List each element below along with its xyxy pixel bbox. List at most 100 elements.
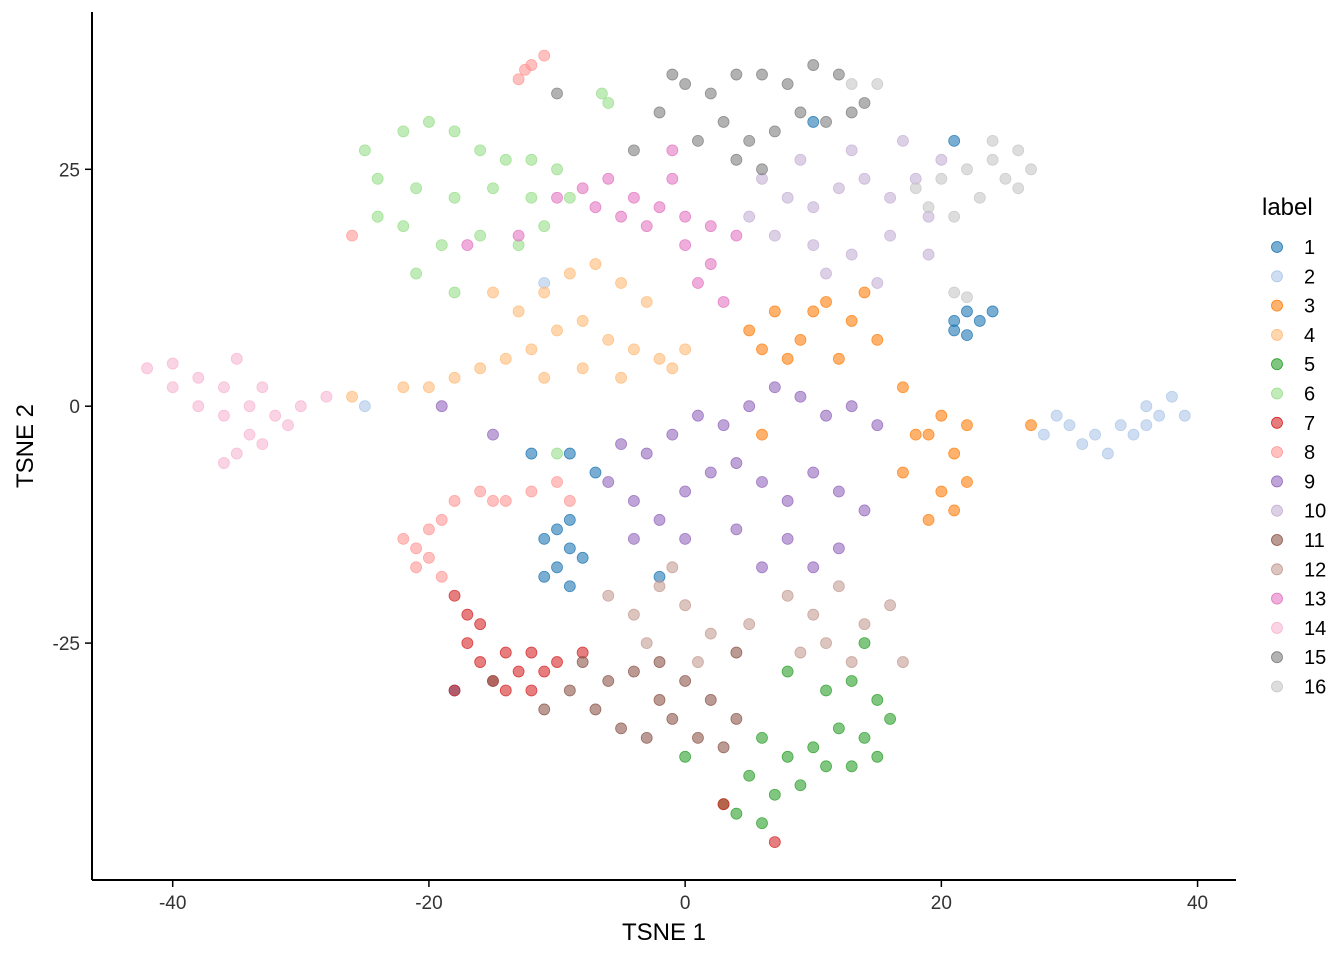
point-cluster-4	[666, 362, 679, 375]
point-cluster-9	[781, 532, 794, 545]
point-cluster-3	[897, 381, 909, 394]
point-cluster-12	[832, 580, 845, 593]
point-cluster-13	[602, 172, 615, 185]
legend-key-3	[1271, 299, 1283, 312]
point-cluster-9	[781, 495, 794, 507]
point-cluster-5	[781, 750, 794, 763]
point-cluster-4	[640, 296, 653, 308]
point-cluster-6	[448, 286, 461, 299]
point-cluster-1	[807, 116, 820, 128]
point-cluster-14	[256, 381, 269, 394]
legend-key-2	[1271, 270, 1283, 283]
x-tick-label: 40	[1187, 893, 1208, 914]
point-cluster-4	[602, 333, 615, 346]
point-cluster-14	[218, 409, 230, 422]
point-cluster-5	[730, 807, 743, 820]
point-cluster-8	[346, 229, 358, 242]
point-cluster-2	[358, 400, 371, 413]
y-tick-label: 0	[69, 397, 80, 418]
point-cluster-12	[704, 627, 717, 640]
point-cluster-7	[538, 665, 551, 678]
point-cluster-1	[961, 329, 973, 342]
point-cluster-11	[538, 703, 551, 716]
point-cluster-5	[858, 731, 871, 744]
legend-key-6	[1271, 387, 1283, 400]
point-cluster-5	[858, 637, 871, 650]
point-cluster-11	[730, 713, 743, 725]
point-cluster-6	[525, 191, 538, 204]
point-cluster-7	[717, 798, 730, 811]
point-cluster-10	[845, 144, 858, 157]
point-cluster-11	[576, 656, 589, 668]
point-cluster-8	[487, 495, 499, 507]
point-cluster-6	[371, 172, 384, 185]
point-cluster-11	[653, 656, 666, 668]
point-cluster-15	[756, 68, 768, 81]
point-cluster-11	[602, 675, 615, 687]
point-cluster-6	[410, 182, 423, 195]
point-cluster-1	[563, 580, 576, 593]
point-cluster-13	[666, 144, 679, 157]
point-cluster-3	[909, 428, 922, 441]
point-cluster-9	[666, 428, 679, 441]
point-cluster-1	[948, 324, 961, 337]
point-cluster-16	[1025, 163, 1037, 176]
point-cluster-9	[743, 400, 756, 413]
point-cluster-9	[692, 409, 704, 422]
point-cluster-9	[768, 381, 781, 394]
point-cluster-10	[884, 191, 897, 204]
point-cluster-4	[615, 277, 627, 289]
legend-label: 11	[1304, 530, 1325, 552]
point-cluster-16	[948, 210, 961, 223]
point-cluster-6	[358, 144, 371, 157]
point-cluster-9	[756, 561, 768, 574]
point-cluster-15	[666, 68, 679, 81]
point-cluster-9	[602, 476, 615, 488]
point-cluster-3	[935, 409, 948, 422]
point-cluster-4	[423, 381, 435, 394]
point-cluster-12	[640, 637, 653, 650]
point-cluster-10	[935, 153, 948, 166]
point-cluster-4	[397, 381, 410, 394]
point-cluster-13	[512, 229, 525, 242]
point-cluster-15	[756, 163, 768, 176]
point-cluster-11	[717, 741, 730, 754]
point-cluster-8	[410, 542, 423, 555]
point-cluster-11	[730, 646, 743, 659]
point-cluster-3	[922, 428, 935, 441]
x-tick-label: 0	[680, 893, 691, 914]
point-cluster-14	[230, 447, 243, 460]
y-axis-ticks: 25 0 -25	[53, 160, 92, 655]
point-cluster-10	[743, 210, 756, 223]
point-cluster-2	[1127, 428, 1140, 441]
point-cluster-10	[832, 182, 845, 195]
point-cluster-10	[807, 239, 820, 252]
point-cluster-13	[589, 201, 602, 214]
point-cluster-15	[730, 153, 743, 166]
point-cluster-15	[717, 116, 730, 128]
legend-label: 7	[1304, 413, 1315, 435]
point-cluster-2	[1050, 409, 1063, 422]
legend-label: 14	[1304, 618, 1326, 640]
point-cluster-2	[1166, 390, 1178, 403]
point-cluster-4	[538, 286, 551, 299]
point-cluster-15	[743, 134, 756, 147]
legend-key-9	[1271, 475, 1283, 488]
point-cluster-16	[973, 191, 986, 204]
point-cluster-4	[576, 362, 589, 375]
point-cluster-10	[897, 134, 909, 147]
point-cluster-4	[474, 362, 487, 375]
point-cluster-5	[781, 665, 794, 678]
legend-key-1	[1271, 241, 1283, 253]
point-cluster-13	[653, 201, 666, 214]
point-cluster-2	[1140, 400, 1153, 413]
point-cluster-13	[704, 258, 717, 270]
legend-label: 5	[1304, 354, 1315, 376]
point-cluster-12	[692, 656, 704, 668]
point-cluster-8	[519, 63, 531, 76]
point-cluster-9	[858, 504, 871, 517]
point-cluster-14	[192, 371, 205, 384]
y-tick-label: 25	[59, 160, 80, 181]
